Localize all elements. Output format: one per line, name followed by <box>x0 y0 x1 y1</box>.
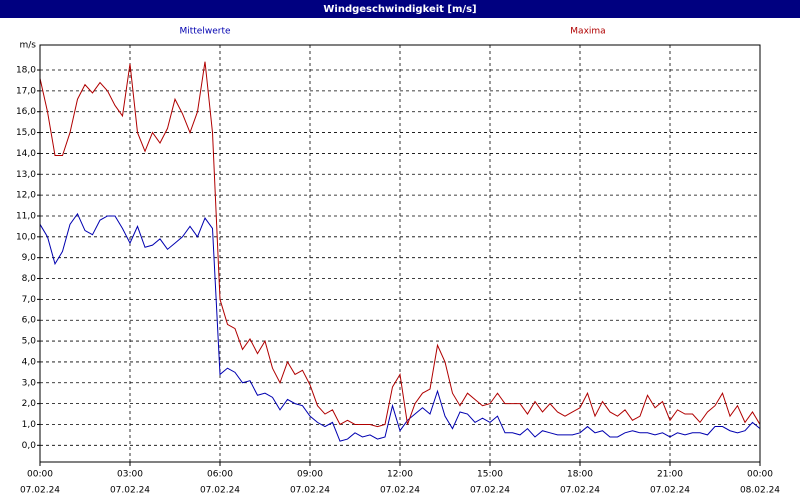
x-tick-date: 07.02.24 <box>380 486 420 496</box>
x-tick-date: 07.02.24 <box>20 486 60 496</box>
y-tick-label: 13,0 <box>16 170 36 180</box>
x-tick-label: 21:00 <box>657 470 683 480</box>
y-tick-label: 18,0 <box>16 66 36 76</box>
data-line <box>39 61 761 428</box>
y-tick-label: 4,0 <box>22 357 37 367</box>
x-tick-label: 06:00 <box>207 470 233 480</box>
x-tick-date: 07.02.24 <box>650 486 690 496</box>
legend-label: Mittelwerte <box>179 27 230 37</box>
x-tick-date: 08.02.24 <box>740 486 780 496</box>
y-axis-label: m/s <box>20 41 37 51</box>
x-tick-date: 07.02.24 <box>200 486 240 496</box>
y-tick-label: 6,0 <box>22 316 37 326</box>
x-tick-label: 18:00 <box>567 470 593 480</box>
x-tick-date: 07.02.24 <box>110 486 150 496</box>
y-tick-label: 7,0 <box>22 295 37 305</box>
y-tick-label: 14,0 <box>16 149 36 159</box>
chart-title: Windgeschwindigkeit [m/s] <box>323 4 476 15</box>
y-tick-label: 1,0 <box>22 420 37 430</box>
y-tick-label: 0,0 <box>22 441 37 451</box>
x-tick-label: 09:00 <box>297 470 323 480</box>
x-tick-label: 00:00 <box>27 470 53 480</box>
y-tick-label: 8,0 <box>22 274 37 284</box>
y-tick-label: 11,0 <box>16 211 36 221</box>
x-tick-date: 07.02.24 <box>560 486 600 496</box>
y-tick-label: 2,0 <box>22 399 37 409</box>
x-tick-label: 03:00 <box>117 470 143 480</box>
grid <box>37 45 761 466</box>
legend-label: Maxima <box>570 27 605 37</box>
y-tick-label: 5,0 <box>22 337 37 347</box>
plot <box>39 61 761 442</box>
x-tick-label: 00:00 <box>747 470 773 480</box>
y-tick-label: 9,0 <box>22 253 37 263</box>
x-tick-date: 07.02.24 <box>470 486 510 496</box>
x-tick-label: 15:00 <box>477 470 503 480</box>
y-tick-label: 12,0 <box>16 191 36 201</box>
y-tick-label: 3,0 <box>22 378 37 388</box>
plot-border <box>39 44 761 463</box>
data-line <box>39 212 761 442</box>
y-tick-label: 15,0 <box>16 128 36 138</box>
y-tick-label: 17,0 <box>16 86 36 96</box>
x-tick-label: 12:00 <box>387 470 413 480</box>
y-tick-label: 10,0 <box>16 232 36 242</box>
y-tick-label: 16,0 <box>16 107 36 117</box>
title-bar <box>0 0 800 18</box>
x-tick-date: 07.02.24 <box>290 486 330 496</box>
